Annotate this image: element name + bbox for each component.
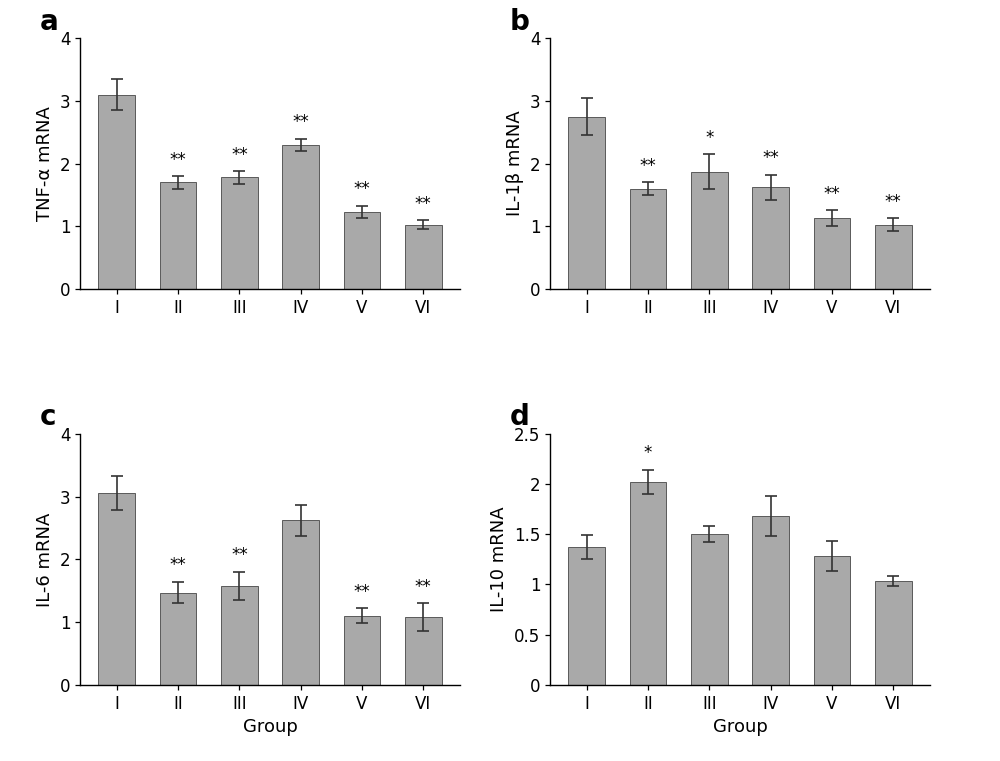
- Text: b: b: [510, 8, 530, 36]
- Bar: [221, 177, 258, 289]
- Bar: [568, 116, 605, 289]
- Bar: [875, 224, 912, 289]
- Bar: [691, 172, 728, 289]
- Text: c: c: [40, 403, 56, 431]
- Bar: [814, 218, 850, 289]
- Bar: [282, 145, 319, 289]
- Bar: [752, 516, 789, 685]
- Bar: [691, 534, 728, 685]
- Text: **: **: [415, 578, 432, 596]
- Bar: [160, 183, 196, 289]
- Text: *: *: [644, 444, 652, 463]
- Bar: [630, 482, 666, 685]
- Text: **: **: [354, 180, 370, 198]
- Text: **: **: [762, 149, 779, 167]
- X-axis label: Group: Group: [243, 718, 297, 736]
- Bar: [98, 94, 135, 289]
- Text: a: a: [40, 8, 59, 36]
- Bar: [282, 521, 319, 685]
- Bar: [630, 189, 666, 289]
- Bar: [344, 616, 380, 685]
- Y-axis label: IL-10 mRNA: IL-10 mRNA: [490, 507, 508, 612]
- Text: **: **: [231, 546, 248, 565]
- Text: d: d: [510, 403, 530, 431]
- Text: **: **: [885, 193, 902, 211]
- Text: *: *: [705, 129, 714, 147]
- Bar: [752, 187, 789, 289]
- Text: **: **: [170, 151, 186, 169]
- Bar: [160, 593, 196, 685]
- Text: **: **: [415, 195, 432, 212]
- X-axis label: Group: Group: [713, 718, 767, 736]
- Text: **: **: [170, 556, 186, 575]
- Text: **: **: [354, 583, 370, 600]
- Bar: [98, 493, 135, 685]
- Bar: [405, 617, 442, 685]
- Y-axis label: IL-6 mRNA: IL-6 mRNA: [36, 512, 54, 607]
- Y-axis label: TNF-α mRNA: TNF-α mRNA: [36, 107, 54, 221]
- Y-axis label: IL-1β mRNA: IL-1β mRNA: [506, 111, 524, 216]
- Text: **: **: [640, 157, 656, 175]
- Text: **: **: [231, 145, 248, 164]
- Bar: [814, 556, 850, 685]
- Bar: [405, 224, 442, 289]
- Text: **: **: [824, 184, 840, 202]
- Bar: [568, 547, 605, 685]
- Bar: [344, 212, 380, 289]
- Text: **: **: [292, 113, 309, 131]
- Bar: [221, 586, 258, 685]
- Bar: [875, 581, 912, 685]
